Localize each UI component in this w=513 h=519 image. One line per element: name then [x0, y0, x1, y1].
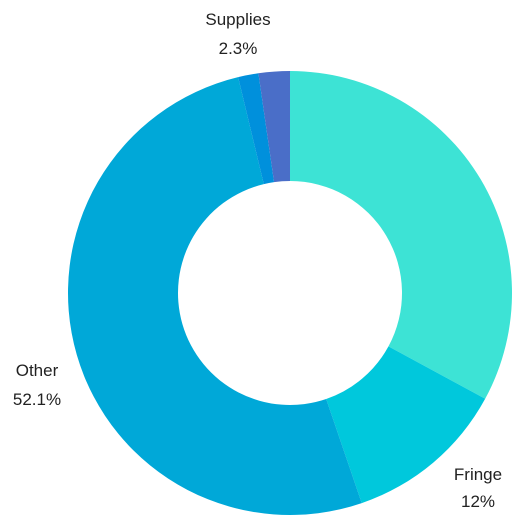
slice-value-supplies: 2.3%	[219, 39, 258, 58]
slice-value-fringe: 12%	[461, 492, 495, 511]
slice-label-other: Other	[16, 361, 59, 380]
slice-segment-4	[238, 73, 275, 185]
donut-slices	[68, 71, 513, 515]
slice-segment-1	[290, 71, 513, 399]
slice-labels: Fringe 12% Other 52.1% Supplies 2.3%	[13, 10, 502, 511]
slice-fringe	[326, 346, 486, 504]
slice-value-other: 52.1%	[13, 390, 61, 409]
slice-label-fringe: Fringe	[454, 465, 502, 484]
slice-supplies	[258, 71, 290, 183]
slice-other	[68, 77, 362, 515]
slice-label-supplies: Supplies	[205, 10, 270, 29]
